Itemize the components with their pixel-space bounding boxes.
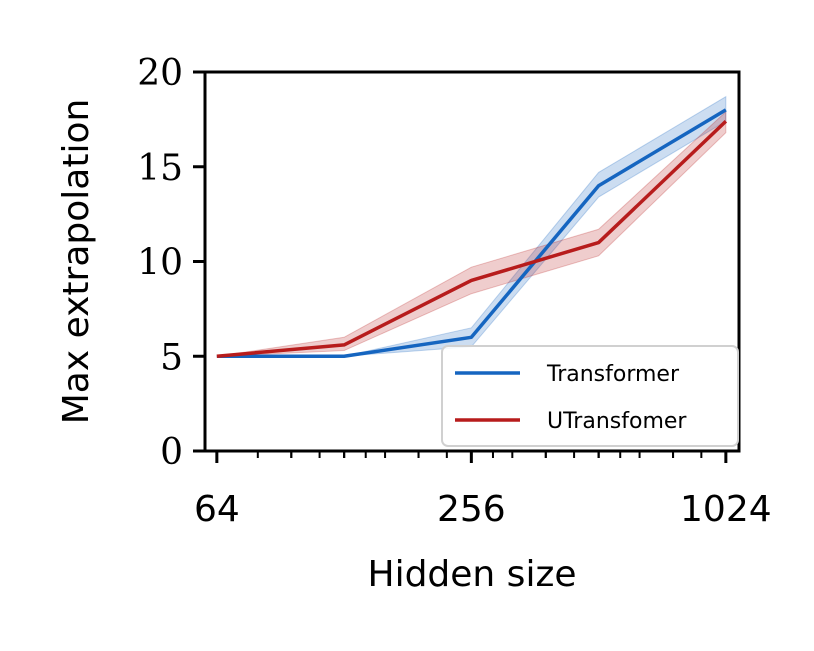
x-axis-label: Hidden size bbox=[368, 554, 577, 595]
plot-frame bbox=[203, 70, 741, 453]
y-tick-label: 20 bbox=[137, 53, 183, 94]
y-tick-label: 10 bbox=[137, 243, 183, 284]
y-axis-ticks: 0 5 10 15 20 bbox=[137, 53, 205, 473]
legend: Transformer UTransfomer bbox=[441, 345, 739, 447]
x-tick-label: 1024 bbox=[680, 489, 772, 530]
series-line-1 bbox=[216, 120, 728, 358]
legend-entry-1: UTransfomer bbox=[547, 409, 687, 434]
confidence-band-0 bbox=[216, 95, 727, 357]
x-axis-ticks: 64 256 1024 bbox=[194, 451, 772, 530]
y-axis-label: Max extrapolation bbox=[56, 99, 97, 425]
legend-entry-0: Transformer bbox=[546, 362, 680, 387]
x-tick-label: 256 bbox=[437, 489, 506, 530]
y-tick-label: 5 bbox=[160, 337, 183, 378]
y-tick-label: 0 bbox=[160, 432, 183, 473]
x-tick-label: 64 bbox=[194, 489, 240, 530]
y-tick-label: 15 bbox=[137, 148, 183, 189]
series-lines bbox=[216, 108, 728, 358]
confidence-bands bbox=[216, 95, 727, 357]
series-line-0 bbox=[216, 108, 727, 358]
